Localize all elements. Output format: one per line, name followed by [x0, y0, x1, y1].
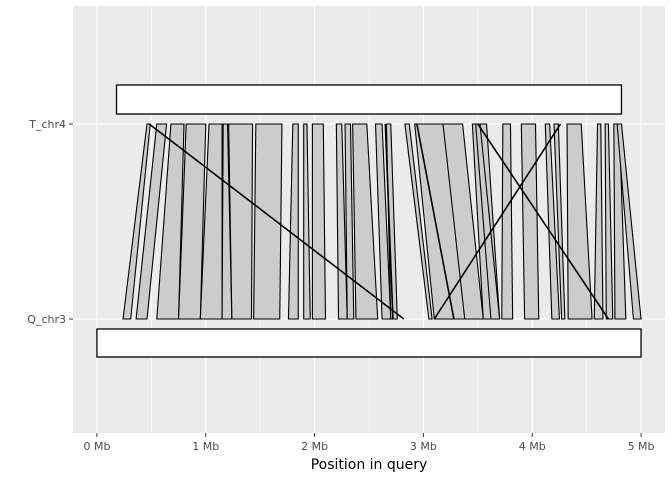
inversion-link	[416, 123, 455, 320]
inversion-link	[477, 123, 610, 320]
x-tick-label: 2 Mb	[301, 440, 328, 453]
synteny-link	[311, 123, 327, 320]
synteny-link	[566, 123, 593, 320]
synteny-link	[604, 123, 614, 320]
y-tick-label: T_chr4	[28, 118, 66, 131]
synteny-link	[520, 123, 540, 320]
x-axis: 0 Mb 1 Mb 2 Mb 3 Mb 4 Mb 5 Mb	[83, 433, 655, 453]
synteny-link	[228, 123, 254, 320]
synteny-link	[303, 123, 311, 320]
x-tick-label: 5 Mb	[628, 440, 655, 453]
x-tick-label: 4 Mb	[519, 440, 546, 453]
synteny-link	[352, 123, 379, 320]
synteny-link	[616, 123, 642, 320]
inversion-link	[148, 123, 405, 320]
synteny-link	[344, 123, 355, 320]
inversion-link	[384, 123, 394, 320]
x-tick-label: 1 Mb	[192, 440, 219, 453]
synteny-link	[404, 123, 433, 320]
synteny-links	[122, 123, 642, 320]
synteny-link	[544, 123, 561, 320]
x-axis-title: Position in query	[311, 457, 428, 473]
inversion-link	[433, 123, 562, 320]
synteny-link	[385, 123, 398, 320]
y-axis: T_chr4 Q_chr3	[27, 118, 73, 326]
synteny-link	[553, 123, 566, 320]
x-tick-label: 0 Mb	[83, 440, 110, 453]
synteny-link	[287, 123, 299, 320]
synteny-link	[253, 123, 283, 320]
synteny-link	[135, 123, 168, 320]
chromosome-bar	[96, 328, 642, 358]
x-tick-label: 3 Mb	[410, 440, 437, 453]
synteny-link	[593, 123, 604, 320]
chromosome-bar	[115, 84, 623, 115]
chromosome-bars	[96, 84, 642, 358]
synteny-link	[501, 123, 514, 320]
y-tick-label: Q_chr3	[27, 313, 66, 326]
